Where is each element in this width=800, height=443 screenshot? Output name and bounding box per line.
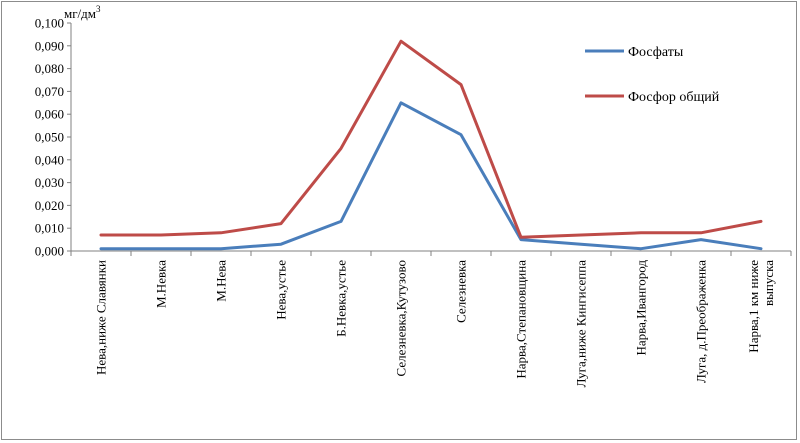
y-tick-label: 0,000 xyxy=(35,244,64,259)
legend: Фосфаты Фосфор общий xyxy=(585,45,720,105)
series-lines xyxy=(99,39,763,251)
x-category-label: М.Нева xyxy=(214,260,229,302)
x-category-text: Луга,ниже Кингисеппа xyxy=(574,260,589,388)
x-category-label: Б.Невка,устье xyxy=(334,260,349,337)
unit-text: мг/дм xyxy=(64,6,96,21)
y-tick-label: 0,100 xyxy=(35,16,64,31)
x-category-label: Нева,устье xyxy=(274,260,289,320)
x-category-text: Нарва,Ивангород xyxy=(634,260,649,356)
x-category-text: М.Нева xyxy=(214,260,229,302)
x-category-label: Нева,ниже Славянки xyxy=(94,260,109,375)
y-tick-label: 0,040 xyxy=(35,152,64,167)
x-category-label: Нарва,Степановщина xyxy=(514,260,529,379)
x-category-label: Селезневка xyxy=(454,260,469,323)
y-tick-label: 0,050 xyxy=(35,130,64,145)
x-category-label: Луга,ниже Кингисеппа xyxy=(574,260,589,388)
x-category-label: Луга, д.Преображенка xyxy=(694,260,709,383)
series-line-0 xyxy=(99,101,763,251)
y-tick-label: 0,010 xyxy=(35,221,64,236)
x-category-text: Нарва,Степановщина xyxy=(514,260,529,379)
x-category-text: Б.Невка,устье xyxy=(334,260,349,337)
x-category-text: Нева,устье xyxy=(274,260,289,320)
legend-label-0: Фосфаты xyxy=(628,45,684,60)
y-tick-label: 0,060 xyxy=(35,107,64,122)
x-category-text: Луга, д.Преображенка xyxy=(694,260,709,383)
x-category-text: Селезневка,Кутузово xyxy=(394,260,409,376)
legend-label-1: Фосфор общий xyxy=(628,90,720,105)
x-category-label: Нарва,1 км ниже выпуска xyxy=(746,260,776,353)
y-tick-label: 0,080 xyxy=(35,61,64,76)
y-axis-unit: мг/дм3 xyxy=(64,4,101,21)
series-line-1 xyxy=(99,39,763,239)
unit-superscript: 3 xyxy=(96,4,101,14)
y-tick-label: 0,070 xyxy=(35,84,64,99)
x-category-text: Нева,ниже Славянки xyxy=(94,260,109,375)
x-category-label: Селезневка,Кутузово xyxy=(394,260,409,376)
y-axis-ticks: 0,000 0,010 0,020 0,030 0,040 0,050 0,060 0,070… xyxy=(35,16,71,259)
x-category-text: М.Невка xyxy=(154,260,169,308)
x-axis-categories: Нева,ниже Славянки М.Невка М.Нева Нева,усть… xyxy=(70,251,792,388)
y-tick-label: 0,030 xyxy=(35,175,64,190)
x-category-label: Нарва,Ивангород xyxy=(634,260,649,356)
x-category-text: выпуска xyxy=(761,260,776,306)
y-tick-label: 0,020 xyxy=(35,198,64,213)
x-category-text: Нарва,1 км ниже xyxy=(746,260,761,353)
y-tick-label: 0,090 xyxy=(35,38,64,53)
x-category-label: М.Невка xyxy=(154,260,169,308)
x-category-text: Селезневка xyxy=(454,260,469,323)
